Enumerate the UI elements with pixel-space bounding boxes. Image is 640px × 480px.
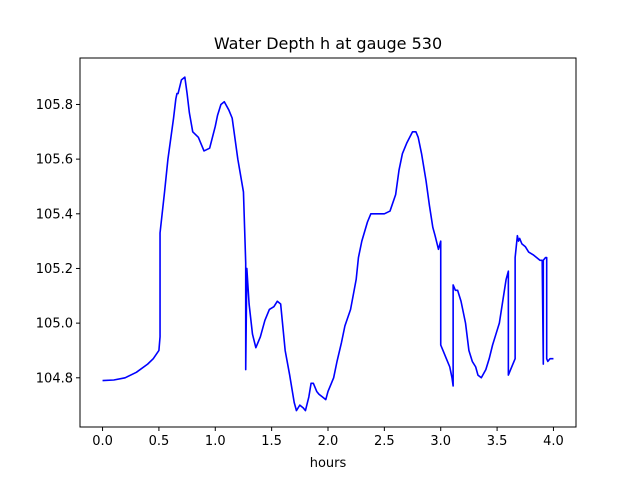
plot-area: 0.0 0.5 1.0 1.5 2.0 2.5 3.0 3.5 4.0 104.8105.010… (36, 57, 577, 449)
y-tick-label: 104.8 (36, 371, 73, 386)
x-axis-ticks: 0.0 0.5 1.0 1.5 2.0 2.5 3.0 3.5 4.0 (92, 427, 564, 449)
y-tick-label: 105.2 (36, 262, 73, 277)
x-tick-label: 3.5 (487, 434, 508, 449)
y-tick-label: 105.8 (36, 98, 73, 113)
x-tick-label: 0.5 (149, 434, 170, 449)
x-axis-label: hours (310, 456, 347, 471)
x-tick-label: 1.5 (261, 434, 282, 449)
series-layer (102, 76, 554, 412)
x-tick-label: 4.0 (543, 434, 564, 449)
x-tick-label: 2.0 (318, 434, 339, 449)
y-tick-label: 105.6 (36, 153, 73, 168)
y-tick-label: 105.4 (36, 207, 73, 222)
x-tick-label: 1.0 (205, 434, 226, 449)
chart-title: Water Depth h at gauge 530 (214, 34, 442, 53)
series-line-0 (102, 76, 554, 412)
x-tick-label: 2.5 (374, 434, 395, 449)
y-tick-label: 105.0 (36, 317, 73, 332)
x-tick-label: 0.0 (92, 434, 113, 449)
x-tick-label: 3.0 (430, 434, 451, 449)
y-axis-ticks: 104.8 105.0 105.2 105.4 105.6 105.8 (36, 98, 80, 386)
